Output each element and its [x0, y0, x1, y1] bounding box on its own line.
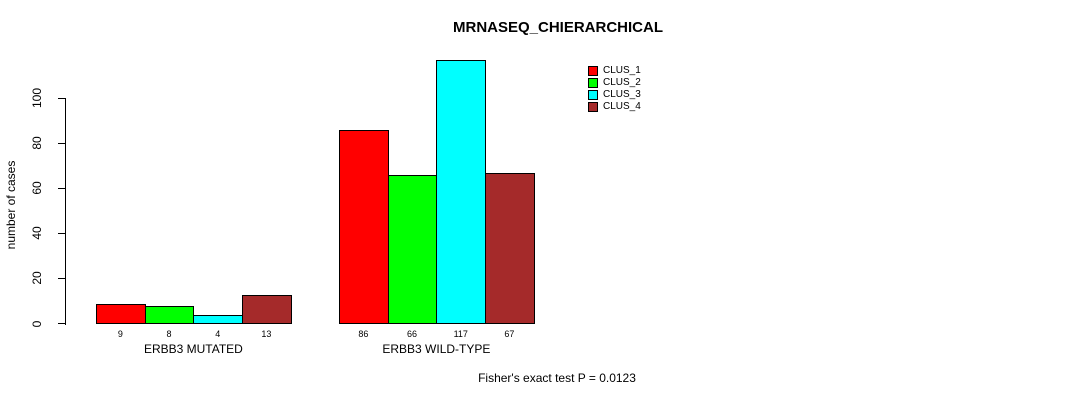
- y-tick-label: 40: [30, 226, 44, 240]
- legend-label: CLUS_2: [603, 77, 641, 88]
- y-tick-label: 80: [30, 136, 44, 150]
- y-tick-mark: [58, 323, 65, 324]
- y-axis-line: [65, 98, 66, 325]
- y-tick-label: 100: [30, 87, 44, 109]
- fisher-test-annotation: Fisher's exact test P = 0.0123: [478, 371, 636, 385]
- legend-swatch-clus_4: [588, 102, 598, 112]
- bar-value-label: 67: [504, 329, 515, 339]
- y-tick-mark: [58, 142, 65, 144]
- bar-clus_3-erbb3-mutated: [193, 314, 243, 324]
- bar-value-label: 9: [117, 329, 123, 339]
- bar-value-label: 117: [453, 329, 468, 339]
- y-tick-label: 60: [30, 181, 44, 195]
- legend-item: CLUS_3: [588, 89, 641, 101]
- bar-value-label: 4: [215, 329, 221, 339]
- bar-clus_2-erbb3-wild-type: [388, 174, 437, 324]
- group-label: ERBB3 MUTATED: [143, 342, 243, 356]
- legend-label: CLUS_3: [603, 89, 641, 100]
- bar-clus_2-erbb3-mutated: [145, 305, 194, 324]
- chart-title: MRNASEQ_CHIERARCHICAL: [452, 19, 664, 36]
- legend-item: CLUS_2: [588, 77, 641, 89]
- bar-value-label: 86: [358, 329, 369, 339]
- legend-label: CLUS_4: [603, 101, 641, 112]
- y-tick-mark: [58, 232, 65, 234]
- bar-value-label: 13: [261, 329, 272, 339]
- y-tick-mark: [58, 97, 65, 99]
- bar-clus_4-erbb3-wild-type: [485, 172, 535, 324]
- bar-value-label: 8: [166, 329, 172, 339]
- y-tick-label: 20: [30, 271, 44, 286]
- bar-clus_1-erbb3-mutated: [96, 303, 146, 324]
- legend-swatch-clus_1: [588, 66, 598, 76]
- legend-item: CLUS_1: [588, 65, 641, 77]
- group-label: ERBB3 WILD-TYPE: [382, 342, 491, 356]
- bar-clus_4-erbb3-mutated: [242, 294, 292, 324]
- bar-value-label: 66: [407, 329, 418, 339]
- bar-clus_3-erbb3-wild-type: [436, 59, 486, 324]
- legend-item: CLUS_4: [588, 101, 641, 113]
- bar-clus_1-erbb3-wild-type: [339, 129, 389, 324]
- legend-label: CLUS_1: [603, 65, 641, 76]
- legend: CLUS_1 CLUS_2 CLUS_3 CLUS_4: [588, 65, 641, 113]
- legend-swatch-clus_2: [588, 78, 598, 88]
- y-tick-mark: [58, 277, 65, 279]
- y-tick-label: 0: [30, 320, 44, 327]
- legend-swatch-clus_3: [588, 90, 598, 100]
- y-tick-mark: [58, 187, 65, 189]
